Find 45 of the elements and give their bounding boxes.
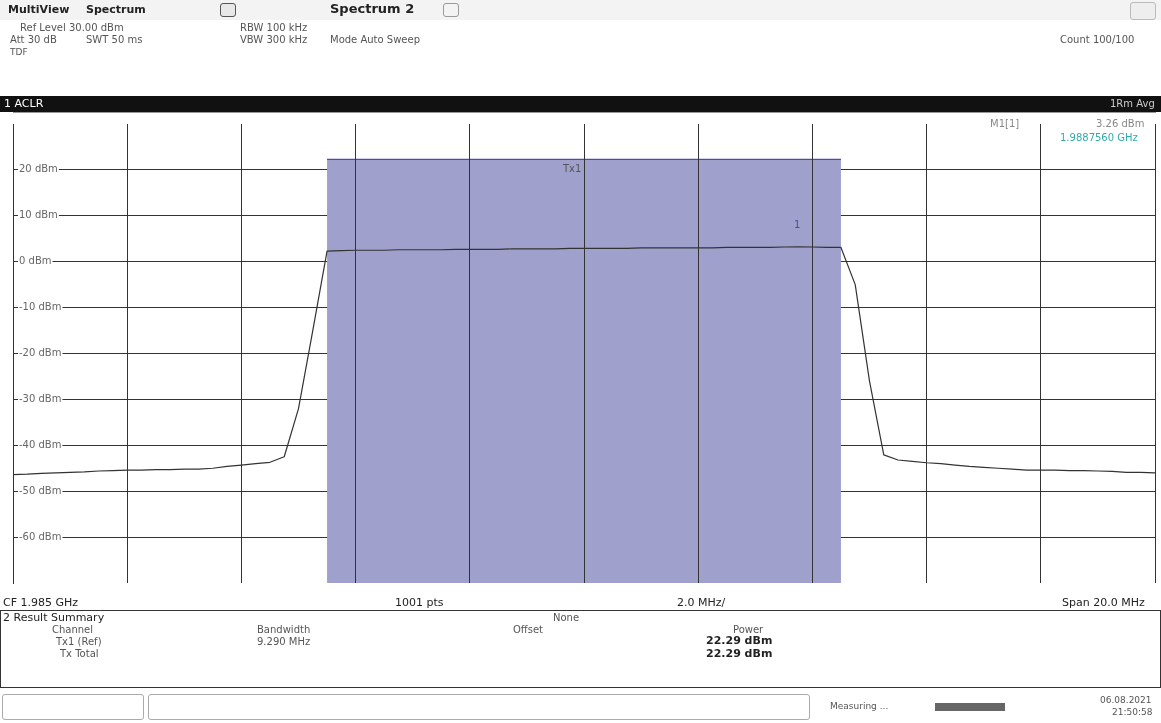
- text: Measuring ...: [830, 700, 889, 712]
- text: 2 Result Summary: [3, 611, 105, 624]
- y-tick-label: 20 dBm: [19, 163, 58, 175]
- annotation: M1[1]: [990, 118, 1020, 130]
- text: Count 100/100: [1060, 34, 1135, 46]
- text: SWT 50 ms: [86, 34, 143, 46]
- text: Tx1 (Ref): [56, 636, 102, 648]
- text: Bandwidth: [257, 624, 311, 636]
- text: Spectrum: [86, 3, 146, 16]
- text: Channel: [52, 624, 94, 636]
- text: Att 30 dB: [10, 34, 57, 46]
- y-tick-label: -20 dBm: [19, 347, 62, 359]
- text: Span 20.0 MHz: [1062, 596, 1145, 609]
- text: 22.29 dBm: [706, 634, 773, 647]
- text: 1001 pts: [395, 596, 444, 609]
- text: Spectrum 2: [330, 1, 415, 16]
- text: 1Rm Avg: [1110, 98, 1155, 110]
- text: None: [553, 612, 580, 624]
- text: CF 1.985 GHz: [3, 596, 79, 609]
- text: Power: [733, 624, 764, 636]
- text: Tx Total: [60, 648, 99, 660]
- text: 2.0 MHz/: [677, 596, 726, 609]
- text: 21:50:58: [1112, 706, 1153, 718]
- y-tick-label: -30 dBm: [19, 392, 62, 404]
- text: TDF: [10, 46, 28, 58]
- text: RBW 100 kHz: [240, 22, 308, 34]
- text: 06.08.2021: [1100, 694, 1152, 706]
- text: Mode Auto Sweep: [330, 34, 420, 46]
- y-tick-label: 10 dBm: [19, 209, 58, 221]
- text: Offset: [513, 624, 544, 636]
- text: 22.29 dBm: [706, 647, 773, 660]
- text: VBW 300 kHz: [240, 34, 308, 46]
- y-tick-label: -50 dBm: [19, 484, 62, 496]
- annotation: 3.26 dBm: [1096, 118, 1145, 130]
- y-tick-label: 0 dBm: [19, 255, 52, 267]
- chart-title: 1 ACLR: [4, 97, 44, 110]
- annotation: 1: [794, 219, 801, 231]
- y-tick-label: -10 dBm: [19, 301, 62, 313]
- text: MultiView: [8, 3, 70, 16]
- y-tick-label: -60 dBm: [19, 530, 62, 542]
- annotation: 1.9887560 GHz: [1060, 132, 1138, 144]
- text: Ref Level 30.00 dBm: [20, 22, 124, 34]
- text: 9.290 MHz: [257, 636, 311, 648]
- annotation: Tx1: [563, 163, 582, 175]
- y-tick-label: -40 dBm: [19, 438, 62, 450]
